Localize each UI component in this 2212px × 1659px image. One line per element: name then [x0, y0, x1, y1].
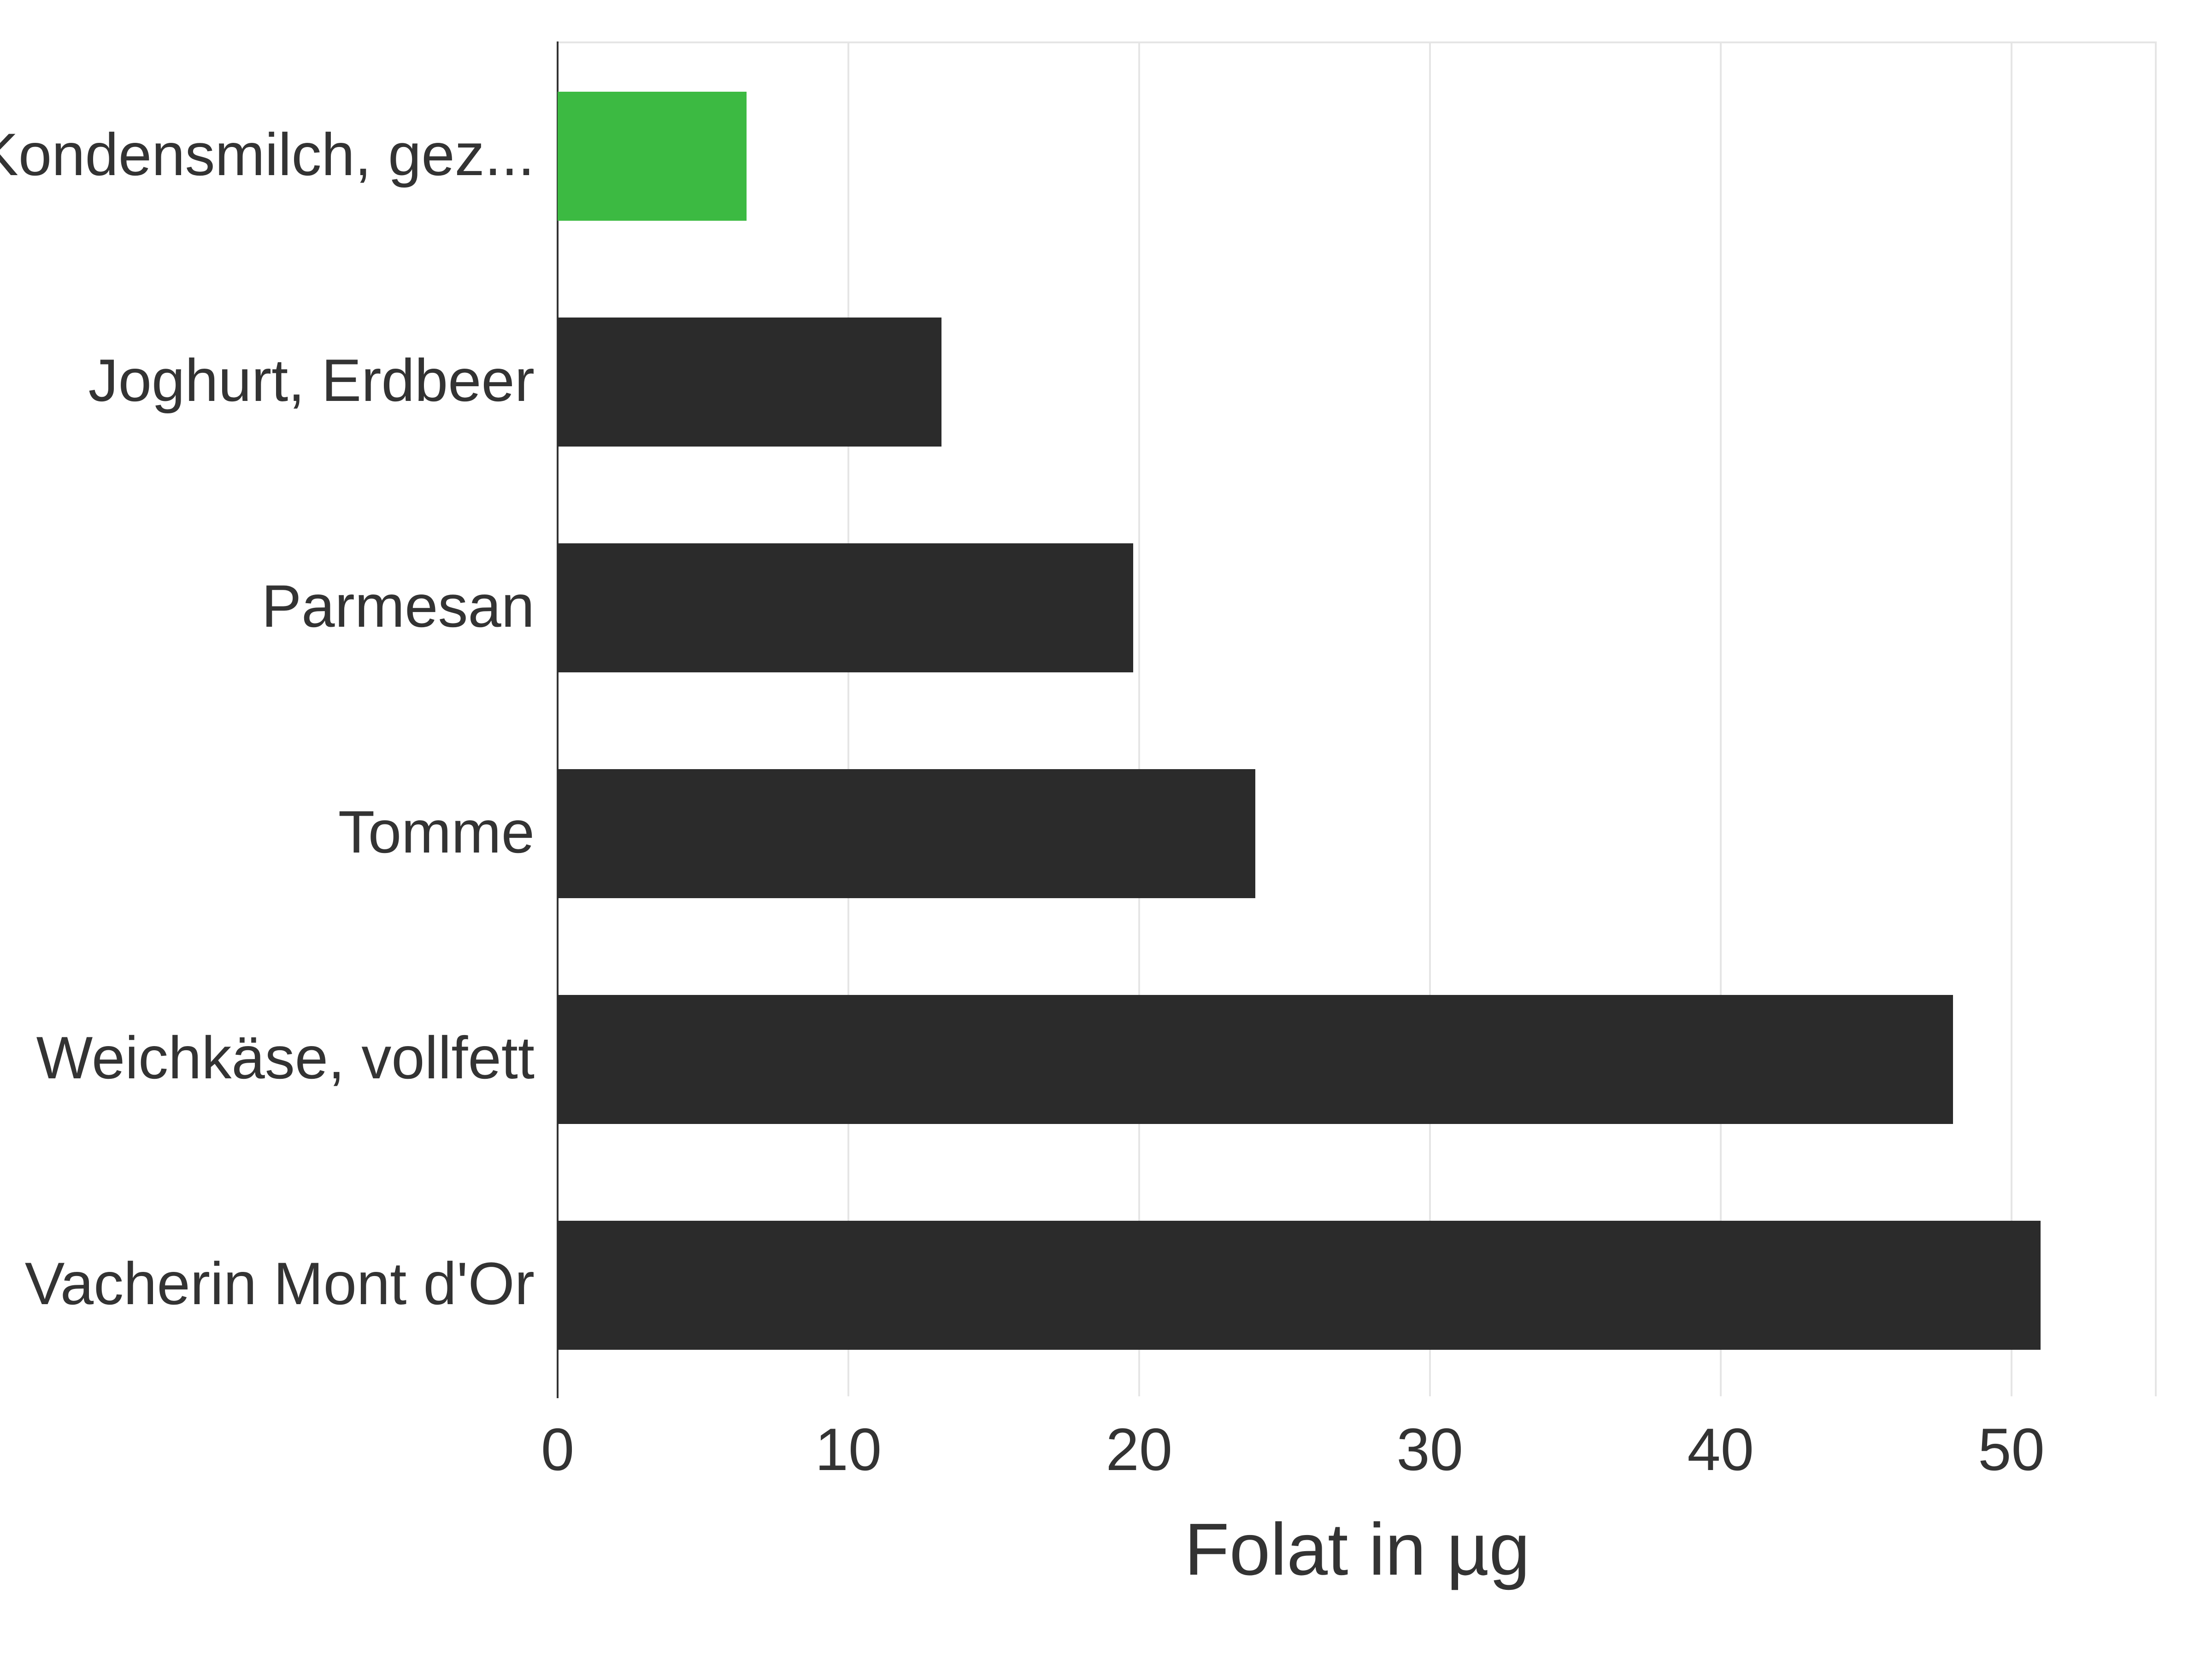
y-tick-label: Joghurt, Erdbeer [88, 346, 535, 415]
x-tick-label: 40 [1687, 1415, 1754, 1484]
gridline [1429, 43, 1431, 1396]
y-axis-labels: Kondensmilch, gez... Joghurt, Erdbeer Parm… [0, 0, 558, 1396]
bar [558, 769, 1255, 898]
bar [558, 318, 941, 446]
x-tick-label: 0 [541, 1415, 574, 1484]
y-tick-label: Vacherin Mont d'Or [25, 1249, 535, 1318]
x-axis-ticks: 01020304050 [558, 1396, 2157, 1488]
y-axis-line [557, 41, 559, 1398]
y-tick-label: Weichkäse, vollfett [36, 1023, 535, 1092]
bar [558, 92, 747, 220]
bar [558, 1221, 2041, 1349]
gridline [1138, 43, 1140, 1396]
y-tick-label: Tomme [338, 797, 535, 866]
gridline [847, 43, 849, 1396]
x-axis-title: Folat in µg [558, 1507, 2157, 1592]
gridline [1720, 43, 1722, 1396]
x-tick-label: 30 [1396, 1415, 1463, 1484]
y-tick-label: Kondensmilch, gez... [0, 120, 535, 189]
bar [558, 995, 1953, 1124]
plot-area [558, 41, 2157, 1396]
x-tick-label: 20 [1106, 1415, 1173, 1484]
x-tick-label: 50 [1978, 1415, 2045, 1484]
folate-bar-chart: Kondensmilch, gez... Joghurt, Erdbeer Parm… [0, 0, 2212, 1659]
y-tick-label: Parmesan [262, 571, 535, 641]
x-tick-label: 10 [815, 1415, 882, 1484]
gridline [2011, 43, 2012, 1396]
bar [558, 543, 1133, 672]
